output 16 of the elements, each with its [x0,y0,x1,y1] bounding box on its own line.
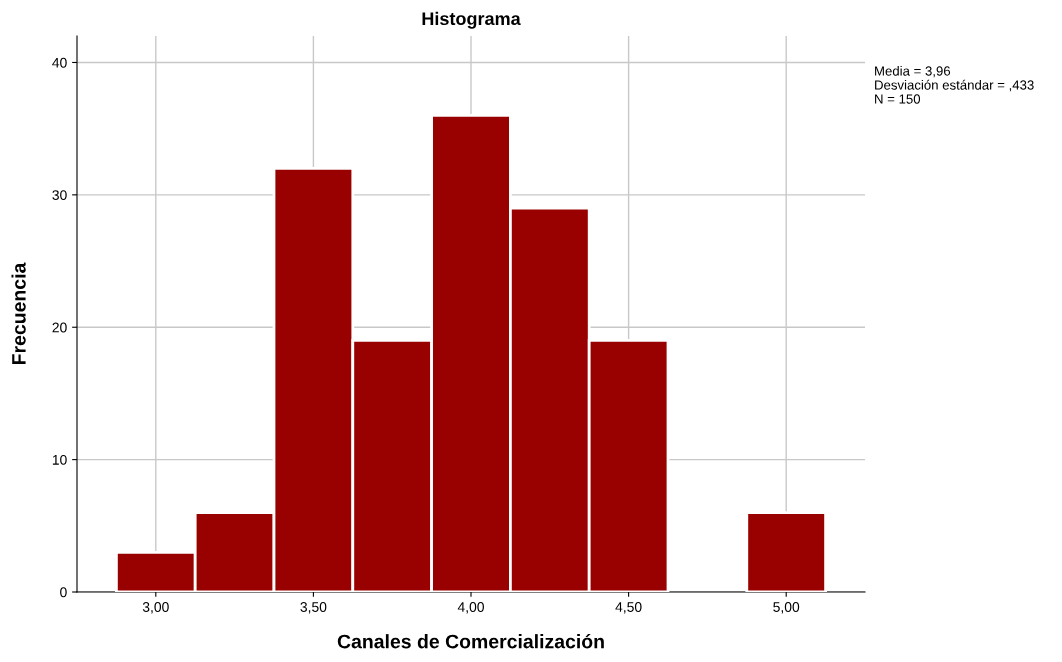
y-axis-title: Frecuencia [11,262,26,365]
y-tick-label: 0 [60,587,67,598]
y-tick-label: 40 [52,57,67,68]
x-tick-label: 5,00 [773,602,800,614]
x-axis-title: Canales de Comercialización [337,633,604,649]
chart-title: Histograma [422,11,521,29]
y-tick-label: 10 [52,454,67,465]
x-tick-label: 3,50 [300,602,327,614]
x-tick-label: 4,50 [615,602,642,614]
y-tick-label: 20 [52,322,67,333]
text: N = 150 [875,94,921,104]
y-tick-label: 30 [52,190,67,201]
text: Media = 3,96 [875,66,951,78]
text: Desviación estándar = ,433 [875,79,1034,92]
x-tick-label: 4,00 [457,602,484,614]
x-tick-label: 3,00 [142,602,169,614]
